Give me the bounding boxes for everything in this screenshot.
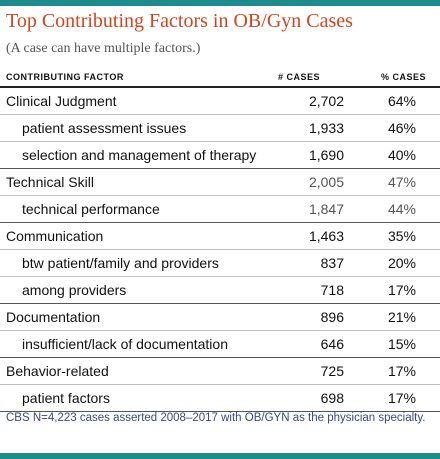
row-cases: 1,690: [308, 147, 344, 163]
table-row: technical performance 1,847 44%: [0, 196, 440, 223]
row-label: Communication: [6, 228, 104, 244]
row-pct: 47%: [387, 174, 416, 190]
row-label: technical performance: [22, 201, 160, 217]
bottom-accent-bar: [0, 453, 440, 459]
column-header-pct: % CASES: [380, 72, 426, 82]
table-row-documentation: Documentation 896 21%: [0, 304, 440, 331]
column-header-factor: CONTRIBUTING FACTOR: [6, 72, 124, 82]
row-cases: 725: [320, 363, 344, 379]
table-row: btw patient/family and providers 837 20%: [0, 250, 440, 277]
row-pct: 17%: [387, 282, 416, 298]
row-cases: 1,933: [308, 120, 344, 136]
row-pct: 46%: [387, 120, 416, 136]
row-label: patient factors: [22, 390, 110, 406]
row-label: patient assessment issues: [22, 120, 187, 136]
row-label: Technical Skill: [6, 174, 94, 190]
row-cases: 646: [320, 336, 344, 352]
row-cases: 896: [320, 309, 344, 325]
page-subtitle: (A case can have multiple factors.): [6, 41, 201, 56]
row-pct: 21%: [387, 309, 416, 325]
footnote: CBS N=4,223 cases asserted 2008–2017 wit…: [6, 412, 426, 424]
row-pct: 20%: [387, 255, 416, 271]
table-row: among providers 718 17%: [0, 277, 440, 304]
table-row: patient factors 698 17%: [0, 385, 440, 412]
table-row: patient assessment issues 1,933 46%: [0, 115, 440, 142]
row-pct: 40%: [387, 147, 416, 163]
row-pct: 15%: [387, 336, 416, 352]
row-label: Behavior-related: [6, 363, 109, 379]
table-header: CONTRIBUTING FACTOR # CASES % CASES: [0, 64, 440, 88]
row-label: btw patient/family and providers: [22, 255, 219, 271]
column-header-cases: # CASES: [277, 72, 320, 82]
row-pct: 17%: [387, 390, 416, 406]
table-row-communication: Communication 1,463 35%: [0, 223, 440, 250]
row-label: Documentation: [6, 309, 101, 325]
row-label: selection and management of therapy: [22, 147, 257, 163]
top-accent-bar: [0, 0, 440, 6]
row-label: Clinical Judgment: [6, 93, 117, 109]
table-row: selection and management of therapy 1,69…: [0, 142, 440, 169]
table-row: insufficient/lack of documentation 646 1…: [0, 331, 440, 358]
row-pct: 44%: [387, 201, 416, 217]
table-body: Clinical Judgment 2,702 64% patient asse…: [0, 88, 440, 412]
row-cases: 1,847: [308, 201, 344, 217]
row-cases: 1,463: [308, 228, 344, 244]
table-row-technical-skill: Technical Skill 2,005 47%: [0, 169, 440, 196]
row-cases: 2,702: [308, 93, 344, 109]
row-cases: 2,005: [308, 174, 344, 190]
row-label: among providers: [22, 282, 127, 298]
row-pct: 35%: [387, 228, 416, 244]
row-cases: 698: [320, 390, 344, 406]
row-label: insufficient/lack of documentation: [22, 336, 228, 352]
row-cases: 718: [320, 282, 344, 298]
row-pct: 64%: [387, 93, 416, 109]
page-title: Top Contributing Factors in OB/Gyn Cases: [6, 10, 353, 32]
table-row-clinical-judgment: Clinical Judgment 2,702 64%: [0, 88, 440, 115]
table-row-behavior-related: Behavior-related 725 17%: [0, 358, 440, 385]
row-cases: 837: [320, 255, 344, 271]
row-pct: 17%: [387, 363, 416, 379]
